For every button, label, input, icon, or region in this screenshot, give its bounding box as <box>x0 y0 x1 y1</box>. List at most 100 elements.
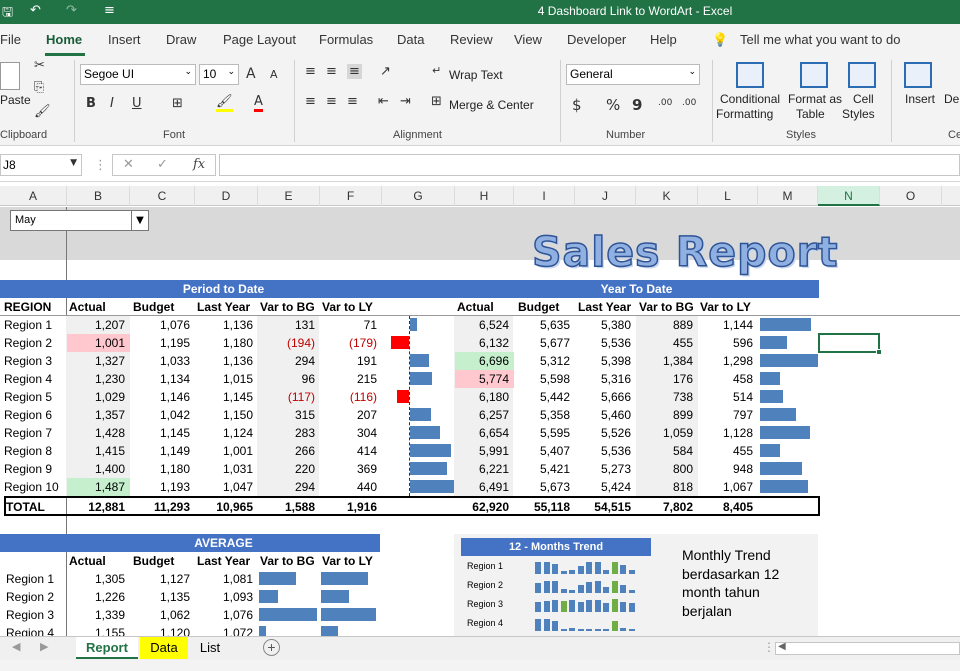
enter-icon[interactable]: ✓ <box>157 157 168 172</box>
add-sheet-icon[interactable]: + <box>263 639 280 656</box>
next-sheet-icon[interactable]: ▶ <box>40 640 49 653</box>
fill-color-icon[interactable]: 🖌 <box>216 94 233 112</box>
clipboard-label: Clipboard <box>0 129 48 141</box>
align-left-icon[interactable]: ≡ <box>305 94 316 109</box>
ytd-value: 1,144 <box>722 318 753 332</box>
bold-button[interactable]: B <box>86 96 96 111</box>
tab-review[interactable]: Review <box>450 32 493 47</box>
scroll-left-icon[interactable]: ◀ <box>778 641 786 652</box>
paste-button[interactable]: Paste <box>0 93 31 107</box>
sales-report-wordart[interactable]: Sales Report <box>531 227 839 277</box>
decrease-decimal-button[interactable]: .00 <box>682 98 697 108</box>
middle-align-icon[interactable]: ≡ <box>326 64 337 79</box>
increase-decimal-button[interactable]: .00 <box>658 98 673 108</box>
paste-icon[interactable] <box>0 62 20 90</box>
fill-handle[interactable] <box>876 349 882 355</box>
column-header-i[interactable]: I <box>514 186 575 206</box>
sparkline-bar <box>594 600 601 612</box>
selected-cell[interactable] <box>818 333 880 353</box>
column-header-l[interactable]: L <box>698 186 758 206</box>
column-header-o[interactable]: O <box>880 186 942 206</box>
bottom-align-icon[interactable]: ≡ <box>347 64 362 79</box>
undo-icon[interactable]: ↶ <box>30 3 41 18</box>
copy-icon[interactable]: ⎘ <box>34 80 45 95</box>
column-header-j[interactable]: J <box>575 186 636 206</box>
top-align-icon[interactable]: ≡ <box>305 64 316 79</box>
font-size-select[interactable]: 10 ⌄ <box>199 64 239 85</box>
font-name-select[interactable]: Segoe UI ⌄ <box>80 64 196 85</box>
column-header-h[interactable]: H <box>455 186 514 206</box>
tab-page-layout[interactable]: Page Layout <box>223 32 297 47</box>
customize-toolbar-icon[interactable]: ≡ <box>104 3 115 18</box>
name-box[interactable]: J8 ▼ <box>0 154 82 176</box>
decrease-indent-icon[interactable]: ⇤ <box>378 94 389 109</box>
column-header-e[interactable]: E <box>258 186 320 206</box>
prev-sheet-icon[interactable]: ◀ <box>12 640 21 653</box>
tab-draw[interactable]: Draw <box>166 32 197 47</box>
column-header-c[interactable]: C <box>130 186 195 206</box>
month-dropdown[interactable]: May ▼ <box>10 210 149 231</box>
cell-styles-button[interactable]: Cell <box>853 92 874 106</box>
align-center-icon[interactable]: ≡ <box>326 94 337 109</box>
format-painter-icon[interactable]: 🖌 <box>34 104 51 119</box>
column-header-d[interactable]: D <box>195 186 258 206</box>
tab-formulas[interactable]: Formulas <box>319 32 374 47</box>
wrap-text-button[interactable]: Wrap Text <box>449 68 503 82</box>
tab-data[interactable]: Data <box>397 32 425 47</box>
insert-cells-button[interactable]: Insert <box>905 92 936 106</box>
ytd-value: 6,221 <box>478 462 509 476</box>
delete-cells-button[interactable]: Dele <box>944 92 960 106</box>
sparkline-bar <box>569 628 575 631</box>
cancel-icon[interactable]: ✕ <box>123 157 134 172</box>
cut-icon[interactable]: ✂ <box>34 58 45 73</box>
comma-style-button[interactable]: 9 <box>632 96 643 114</box>
horizontal-scrollbar[interactable]: ◀ <box>775 641 960 655</box>
tab-insert[interactable]: Insert <box>108 32 141 47</box>
tab-home[interactable]: Home <box>46 32 83 47</box>
save-icon[interactable]: 🖫 <box>2 5 14 20</box>
chevron-down-icon[interactable]: ▼ <box>131 211 148 230</box>
conditional-formatting-button[interactable]: Conditional <box>720 92 781 106</box>
merge-center-button[interactable]: Merge & Center <box>449 98 534 112</box>
column-header-k[interactable]: K <box>636 186 698 206</box>
tab-file[interactable]: File <box>0 32 21 47</box>
cell-styles-button-line2[interactable]: Styles <box>842 107 875 121</box>
redo-icon[interactable]: ↷ <box>66 3 77 18</box>
format-as-table-button-line2[interactable]: Table <box>796 107 825 121</box>
tab-help[interactable]: Help <box>650 32 677 47</box>
font-label: Font <box>163 129 186 141</box>
tab-developer[interactable]: Developer <box>567 32 627 47</box>
ptd-bar <box>410 444 451 457</box>
sheet-tab-data[interactable]: Data <box>140 637 188 659</box>
grow-font-button[interactable]: A <box>246 66 256 82</box>
underline-button[interactable]: U <box>132 96 142 111</box>
font-color-icon[interactable]: A <box>254 94 263 112</box>
column-header-n[interactable]: N <box>818 186 880 206</box>
column-header-a[interactable]: A <box>0 186 67 206</box>
column-header-m[interactable]: M <box>758 186 818 206</box>
align-right-icon[interactable]: ≡ <box>347 94 358 109</box>
orientation-icon[interactable]: ↗ <box>380 64 391 79</box>
currency-button[interactable]: $ <box>572 96 582 114</box>
period-to-date-header: Period to Date <box>67 280 380 298</box>
sheet-tab-list[interactable]: List <box>199 640 221 655</box>
percent-button[interactable]: % <box>606 96 621 114</box>
italic-button[interactable]: I <box>110 96 114 111</box>
tell-me-search[interactable]: Tell me what you want to do <box>740 32 901 47</box>
borders-icon[interactable]: ⊞ <box>172 96 183 111</box>
insert-function-button[interactable]: fx <box>193 157 206 172</box>
column-header-b[interactable]: B <box>67 186 130 206</box>
number-format-select[interactable]: General ⌄ <box>566 64 700 85</box>
increase-indent-icon[interactable]: ⇥ <box>400 94 411 109</box>
shrink-font-button[interactable]: A <box>270 68 278 81</box>
tab-view[interactable]: View <box>514 32 542 47</box>
sheet-tab-report[interactable]: Report <box>76 637 138 659</box>
formula-input[interactable] <box>219 154 960 176</box>
column-header-g[interactable]: G <box>382 186 455 206</box>
column-header-f[interactable]: F <box>320 186 382 206</box>
format-as-table-button[interactable]: Format as <box>788 92 843 106</box>
conditional-formatting-button-line2[interactable]: Formatting <box>716 107 774 121</box>
ptd-value: 1,042 <box>159 408 190 422</box>
ytd-bar <box>760 480 808 493</box>
ytd-value: 5,774 <box>455 370 514 388</box>
